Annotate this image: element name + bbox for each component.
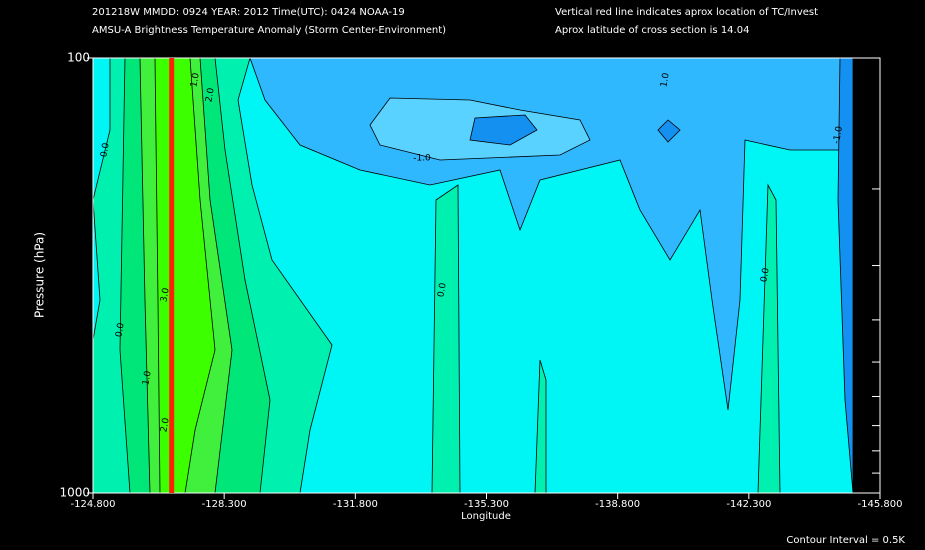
y-axis-label: Pressure (hPa) (33, 232, 47, 318)
contour-label: 0.0 (99, 142, 111, 158)
x-axis-label: Longitude (461, 511, 511, 522)
x-tick-label: -138.800 (595, 499, 640, 510)
x-tick-label: -131.800 (333, 499, 378, 510)
contour-label: 2.0 (159, 417, 171, 433)
contour-label: 0.0 (114, 322, 126, 338)
contour-label: 1.0 (189, 72, 201, 88)
contour-label: 2.0 (204, 87, 216, 103)
contour-fills (92, 57, 854, 494)
contour-band (657, 119, 681, 143)
contour-band (469, 114, 538, 146)
contour-label: 0.0 (759, 267, 771, 283)
x-tick-label: -142.300 (726, 499, 771, 510)
header: Aprox latitude of cross section is 14.04 (555, 25, 749, 36)
contour-label: 1.0 (659, 72, 671, 88)
contour-label: 1.0 (141, 370, 153, 386)
contour-interval: Contour Interval = 0.5K (786, 535, 905, 546)
y-tick-label: 1000 (59, 486, 90, 500)
contour-label: 0.0 (436, 282, 448, 298)
x-tick-label: -145.800 (858, 499, 903, 510)
header: AMSU-A Brightness Temperature Anomaly (S… (92, 25, 446, 36)
contour-band (431, 184, 461, 494)
y-tick-label: 100 (67, 51, 90, 65)
header: Vertical red line indicates aprox locati… (555, 7, 818, 18)
x-tick-label: -124.800 (71, 499, 116, 510)
x-tick-label: -128.300 (202, 499, 247, 510)
contour-label: 3.0 (159, 287, 171, 303)
header: 201218W MMDD: 0924 YEAR: 2012 Time(UTC):… (92, 7, 405, 18)
contour-label: -1.0 (413, 154, 431, 164)
contour-label: -1.0 (832, 125, 845, 144)
x-tick-label: -135.300 (464, 499, 509, 510)
